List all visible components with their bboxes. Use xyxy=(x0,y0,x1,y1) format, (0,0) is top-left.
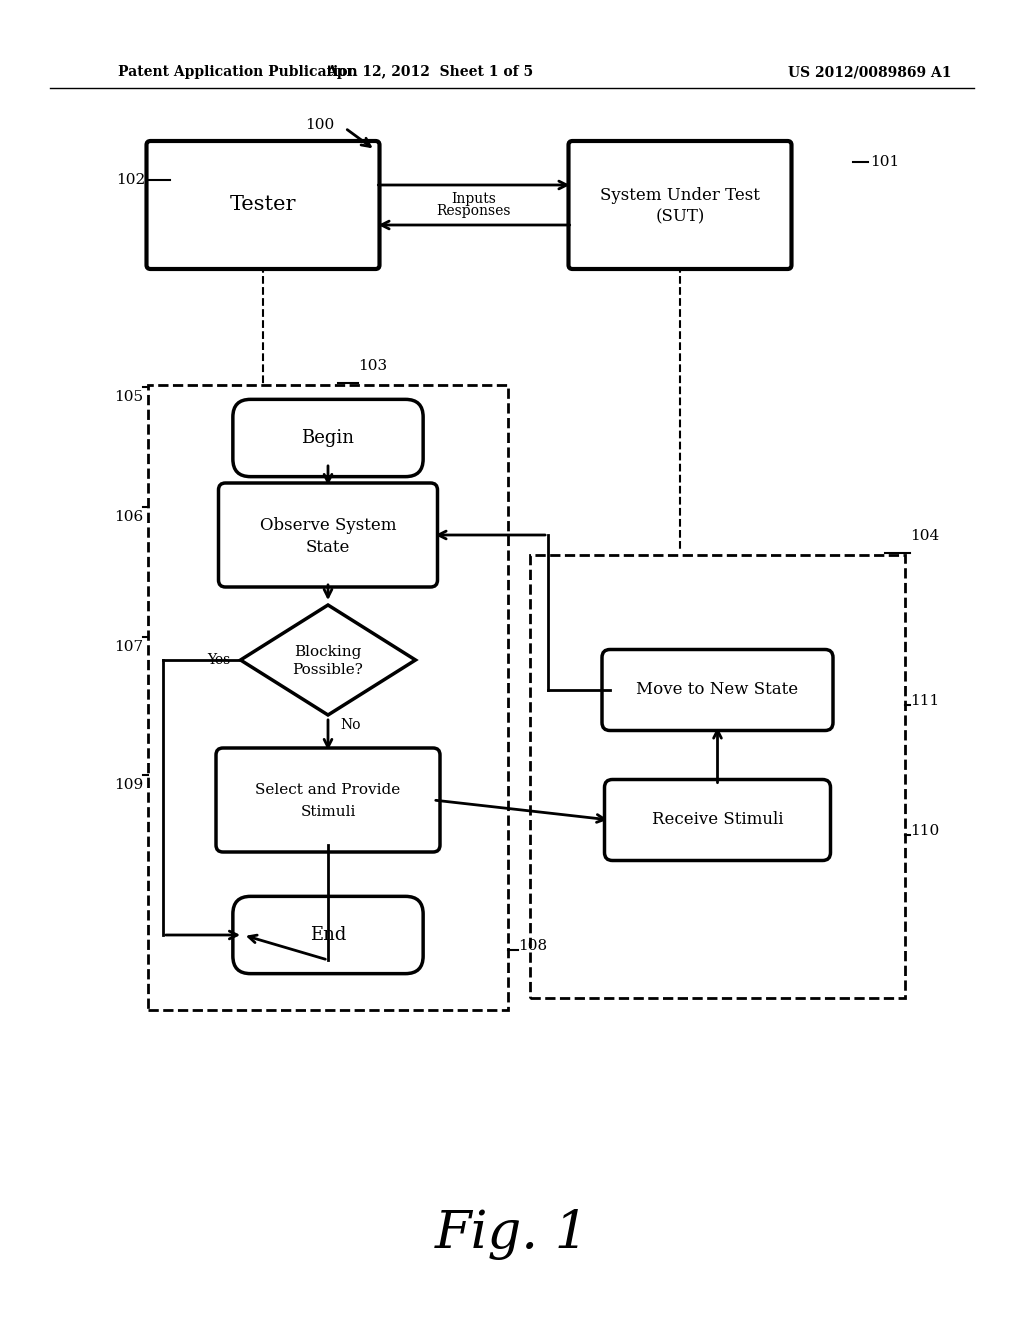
FancyBboxPatch shape xyxy=(232,896,423,974)
Text: Responses: Responses xyxy=(437,205,511,218)
Text: 108: 108 xyxy=(518,939,547,953)
Text: End: End xyxy=(310,927,346,944)
FancyBboxPatch shape xyxy=(146,141,380,269)
Text: 105: 105 xyxy=(114,389,143,404)
Text: Observe System: Observe System xyxy=(260,516,396,533)
Text: Select and Provide: Select and Provide xyxy=(255,783,400,797)
Text: 110: 110 xyxy=(910,824,939,838)
Text: 102: 102 xyxy=(116,173,145,187)
Text: Yes: Yes xyxy=(207,653,230,667)
Bar xyxy=(148,385,508,1010)
Text: 109: 109 xyxy=(114,777,143,792)
Text: 107: 107 xyxy=(114,640,143,653)
Text: System Under Test: System Under Test xyxy=(600,186,760,203)
Text: Inputs: Inputs xyxy=(452,191,497,206)
Text: (SUT): (SUT) xyxy=(655,209,705,226)
Bar xyxy=(530,554,905,998)
Text: 103: 103 xyxy=(358,359,387,374)
FancyBboxPatch shape xyxy=(216,748,440,851)
Text: 100: 100 xyxy=(305,117,335,132)
Text: 101: 101 xyxy=(870,154,899,169)
Text: 106: 106 xyxy=(114,510,143,524)
Text: Blocking: Blocking xyxy=(294,645,361,659)
Text: Stimuli: Stimuli xyxy=(300,805,355,818)
Polygon shape xyxy=(241,605,416,715)
Text: 104: 104 xyxy=(910,529,939,543)
FancyBboxPatch shape xyxy=(232,400,423,477)
FancyBboxPatch shape xyxy=(604,780,830,861)
Text: Patent Application Publication: Patent Application Publication xyxy=(118,65,357,79)
Text: Move to New State: Move to New State xyxy=(637,681,799,698)
Text: Tester: Tester xyxy=(229,195,296,214)
FancyBboxPatch shape xyxy=(568,141,792,269)
Text: Fig. 1: Fig. 1 xyxy=(435,1209,589,1261)
Text: Receive Stimuli: Receive Stimuli xyxy=(651,812,783,829)
Text: State: State xyxy=(306,539,350,556)
FancyBboxPatch shape xyxy=(218,483,437,587)
Text: No: No xyxy=(340,718,360,733)
Text: 111: 111 xyxy=(910,694,939,708)
Text: Possible?: Possible? xyxy=(293,663,364,677)
Text: Apr. 12, 2012  Sheet 1 of 5: Apr. 12, 2012 Sheet 1 of 5 xyxy=(327,65,534,79)
FancyBboxPatch shape xyxy=(602,649,833,730)
Text: US 2012/0089869 A1: US 2012/0089869 A1 xyxy=(788,65,951,79)
Text: Begin: Begin xyxy=(301,429,354,447)
